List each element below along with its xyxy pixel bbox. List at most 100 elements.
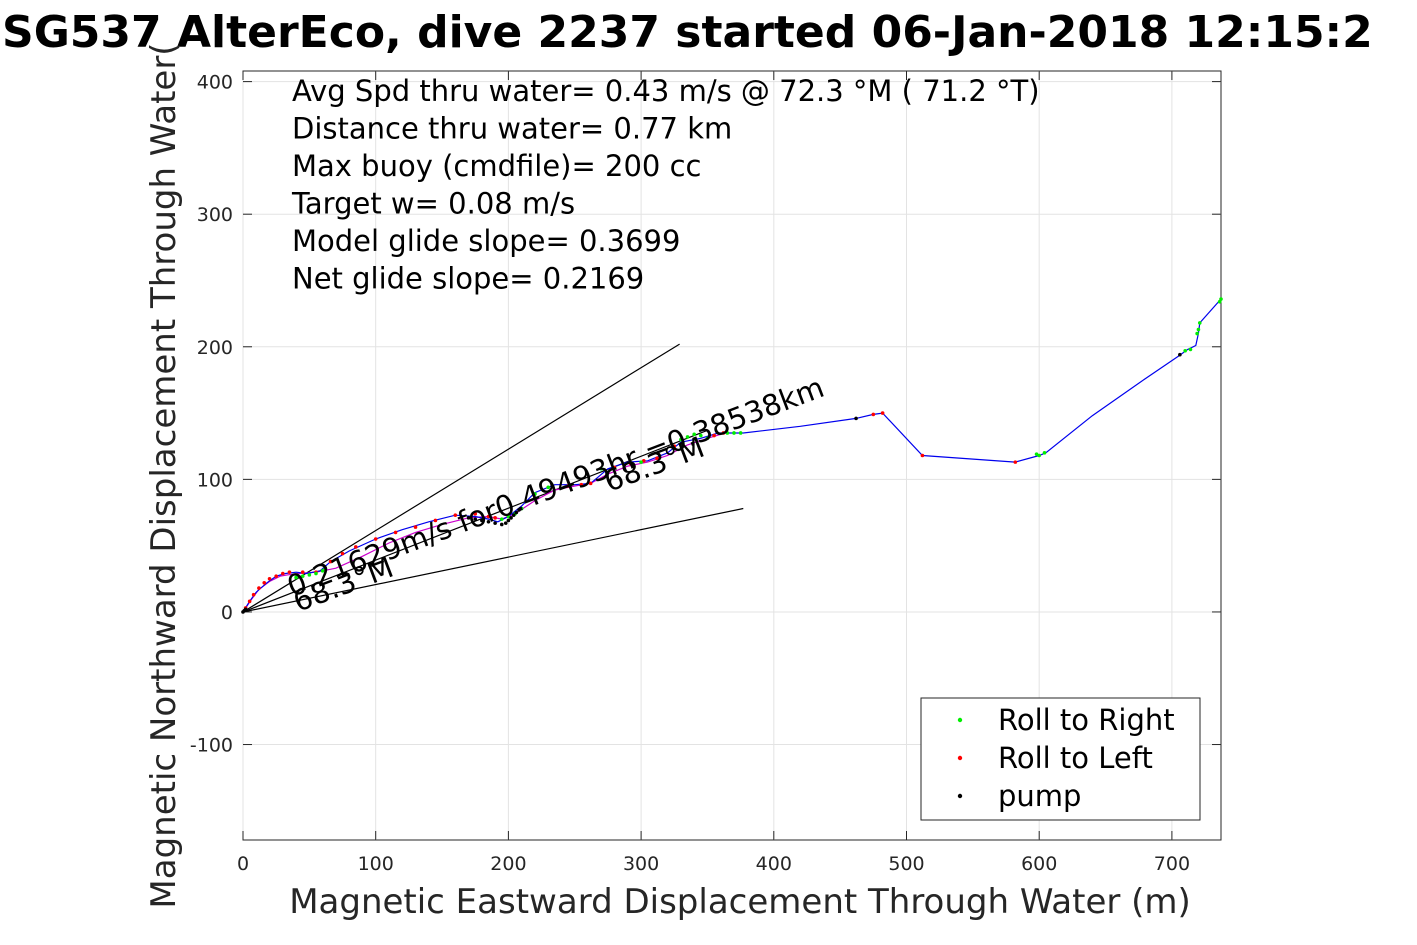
x-tick-label: 100 [358,853,394,875]
roll-right-point [314,571,318,576]
pump-point [511,513,516,517]
roll-right-point [738,431,743,435]
guide-line [242,343,680,613]
y-tick-label: 300 [197,204,233,226]
roll-left-point [880,411,885,415]
roll-left-point [300,570,305,574]
x-axis-label: Magnetic Eastward Displacement Through W… [289,882,1191,922]
roll-right-point [692,432,696,437]
legend-box [920,697,1201,821]
x-tick-label: 400 [756,853,792,875]
stats-line: Target w= 0.08 m/s [291,187,575,221]
pump-point [1178,352,1182,357]
x-tick-label: 500 [888,853,924,875]
roll-right-point [1217,299,1222,304]
pump-point [506,518,511,523]
roll-left-point [588,481,593,486]
legend-entry: Roll to Right [998,703,1175,737]
y-tick-label: -100 [190,735,233,757]
y-axis-label: Magnetic Northward Displacement Through … [144,42,184,908]
roll-right-point [699,433,703,438]
x-tick-label: 700 [1154,853,1190,875]
x-tick-label: 600 [1021,853,1057,875]
roll-right-point [725,431,730,435]
roll-right-point [519,506,524,511]
legend: Roll to Right Roll to Left pump [920,697,1201,821]
chart-title: SG537 AlterEco, dive 2237 started 06-Jan… [2,7,1373,58]
stats-line: Avg Spd thru water= 0.43 m/s @ 72.3 °M (… [292,74,1040,108]
roll-left-point [1013,460,1018,464]
roll-left-point [721,431,726,435]
roll-left-point [393,530,398,535]
legend-entry: Roll to Left [998,741,1153,775]
x-tick-label: 200 [490,853,526,875]
pump-point [514,510,519,515]
stats-line: Model glide slope= 0.3699 [292,224,680,258]
roll-right-point [599,466,604,471]
pump-point [854,416,858,421]
roll-left-point [473,512,478,516]
roll-right-point [732,431,736,435]
roll-right-point [546,485,551,490]
track-points [241,297,1223,614]
roll-left-point [486,514,491,519]
guide-line [242,429,708,613]
roll-right-point [1196,327,1201,332]
roll-left-point [579,482,584,487]
legend-marker [957,717,963,723]
pump-point [493,521,497,525]
pump-point [473,517,478,521]
roll-right-point [1188,347,1193,352]
roll-left-point [920,453,925,458]
roll-left-point [328,559,333,564]
roll-right-point [679,437,683,442]
roll-right-point [307,573,312,577]
roll-left-point [712,433,716,438]
pump-point [509,516,513,520]
roll-right-point [1197,321,1202,325]
roll-left-point [493,516,497,520]
x-tick-label: 300 [623,853,659,875]
roll-left-point [257,586,261,590]
roll-right-point [639,460,643,464]
pump-point [486,519,491,524]
stats-line: Max buoy (cmdfile)= 200 cc [292,149,701,183]
roll-left-point [672,444,677,449]
y-tick-label: 0 [221,602,233,624]
guide-line [242,507,744,613]
y-tick-label: 400 [197,72,233,94]
roll-right-point [705,436,710,441]
roll-right-point [1037,453,1042,458]
guide-lines [242,343,744,613]
roll-left-point [274,574,278,578]
pump-point [499,522,504,527]
roll-left-point [281,571,285,576]
roll-right-point [685,435,690,439]
legend-marker [957,755,963,761]
x-tick-label: 0 [237,853,249,875]
roll-left-point [641,459,646,463]
y-tick-label: 200 [197,337,233,359]
roll-right-point [1195,331,1199,336]
roll-right-point [1042,451,1047,455]
roll-left-point [353,545,358,549]
roll-right-point [506,514,511,519]
roll-left-point [251,592,256,597]
roll-left-point [413,525,418,529]
roll-right-point [1219,297,1223,301]
roll-right-point [499,517,504,521]
plot-area: 0 100 200 300 400 500 600 700 -100 0 100 200 300 400 [190,70,1223,875]
pump-point [466,516,471,520]
roll-left-point [453,513,458,517]
pump-point [243,607,248,612]
stats-line: Distance thru water= 0.77 km [292,112,732,146]
roll-left-point [373,537,378,541]
roll-right-point [323,566,328,570]
roll-left-point [340,551,345,556]
axis-ticks: 0 100 200 300 400 500 600 700 -100 0 100 200 300 400 [190,71,1221,875]
roll-left-point [612,465,617,470]
roll-left-point [262,580,267,585]
y-tick-label: 100 [197,469,233,491]
roll-left-point [433,518,438,523]
